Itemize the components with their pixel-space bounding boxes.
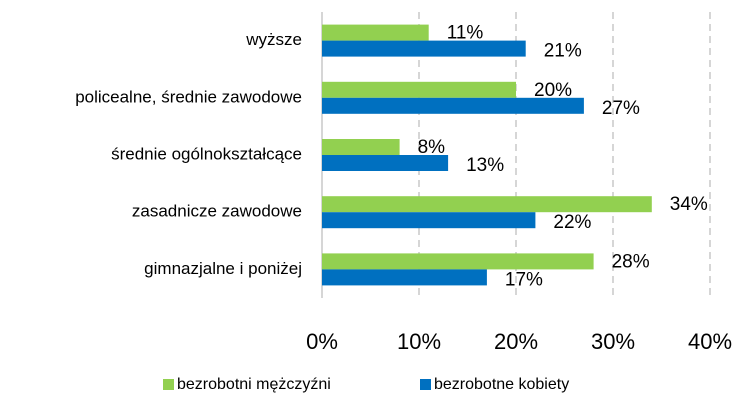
value-label: 21% [544, 41, 582, 62]
value-label: 28% [612, 251, 650, 272]
bar [322, 155, 449, 171]
bar [322, 139, 400, 155]
legend-swatch [420, 379, 431, 390]
legend-label: bezrobotni mężczyźni [177, 376, 331, 393]
x-tick-label: 0% [306, 329, 338, 354]
x-tick-label: 40% [688, 329, 732, 354]
value-label: 20% [534, 80, 572, 101]
bar [322, 97, 584, 114]
value-label: 13% [466, 155, 504, 176]
x-tick-label: 30% [591, 329, 635, 354]
value-label: 17% [505, 269, 543, 290]
bar [322, 196, 652, 213]
x-tick-label: 10% [397, 329, 441, 354]
bar [322, 212, 536, 229]
category-label: wyższe [245, 30, 302, 49]
value-label: 8% [418, 137, 446, 158]
legend-label: bezrobotne kobiety [434, 376, 569, 393]
bar [322, 81, 516, 98]
bar [322, 253, 594, 270]
bar [322, 24, 429, 41]
value-label: 34% [670, 194, 708, 215]
category-label: gimnazjalne i poniżej [144, 259, 302, 278]
value-label: 22% [553, 212, 591, 233]
category-label: policealne, średnie zawodowe [75, 87, 302, 106]
x-tick-label: 20% [494, 329, 538, 354]
bar [322, 269, 487, 286]
value-label: 11% [447, 23, 484, 44]
category-label: średnie ogólnokształcące [111, 144, 302, 163]
category-label: zasadnicze zawodowe [132, 202, 302, 221]
bar [322, 40, 526, 57]
legend-swatch [163, 379, 174, 390]
value-label: 27% [602, 98, 640, 119]
